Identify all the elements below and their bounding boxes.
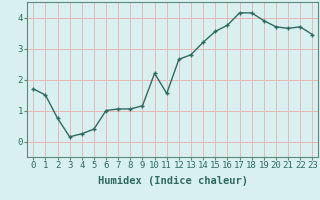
X-axis label: Humidex (Indice chaleur): Humidex (Indice chaleur) (98, 176, 248, 186)
